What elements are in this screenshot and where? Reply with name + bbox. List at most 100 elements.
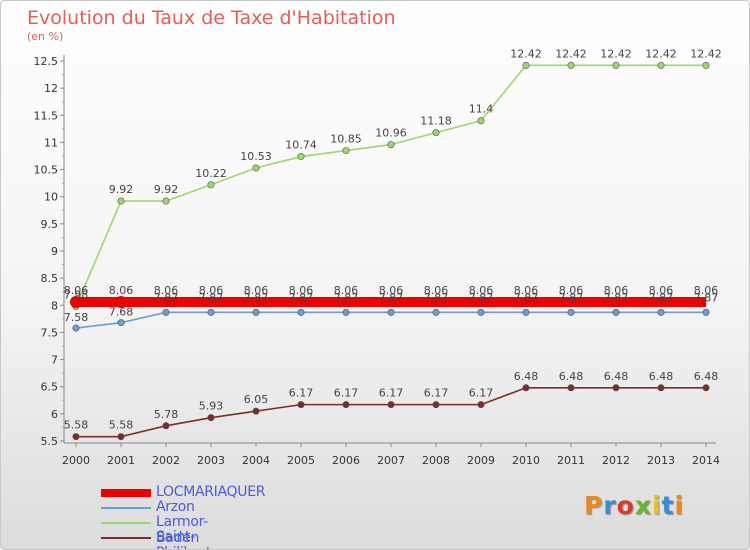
data-point [387, 401, 395, 409]
y-tick-label: 9.5 [41, 218, 59, 231]
data-point [115, 296, 127, 309]
data-label: 8.06 [64, 284, 89, 297]
data-label: 6.48 [559, 370, 584, 383]
data-label: 12.42 [555, 47, 587, 60]
y-tick-label: 6 [51, 408, 58, 421]
y-tick-label: 7 [51, 354, 58, 367]
logo-letter: o [616, 491, 635, 520]
y-tick-label: 11.5 [34, 109, 59, 122]
data-label: 5.58 [64, 419, 89, 432]
data-label: 8.06 [649, 284, 674, 297]
data-label: 6.17 [379, 387, 404, 400]
data-label: 6.48 [649, 370, 674, 383]
y-tick-label: 7.5 [41, 326, 59, 339]
legend-label: LOCMARIAQUER [156, 484, 266, 500]
data-point [162, 422, 170, 430]
data-label: 9.92 [109, 183, 134, 196]
legend-label: Saint-Philibert [156, 529, 211, 549]
data-point [207, 308, 215, 316]
legend-swatch [101, 507, 151, 509]
data-point [522, 61, 530, 69]
data-label: 7.87 [559, 291, 584, 304]
data-label: 6.48 [604, 370, 629, 383]
data-label: 7.87 [469, 291, 494, 304]
chart-title: Evolution du Taux de Taxe d'Habitation [27, 7, 396, 29]
data-label: 7.87 [514, 291, 539, 304]
data-label: 12.42 [600, 47, 632, 60]
x-tick-label: 2003 [197, 454, 225, 467]
legend-label: Larmor-Baden [156, 514, 208, 546]
data-label: 10.96 [375, 127, 407, 140]
data-label: 7.68 [109, 306, 134, 319]
x-tick-label: 2012 [602, 454, 630, 467]
data-label: 7.87 [424, 291, 449, 304]
data-point [117, 319, 125, 327]
data-point [72, 433, 80, 441]
y-tick-label: 6.5 [41, 381, 59, 394]
y-tick-label: 10 [44, 191, 58, 204]
data-label: 5.78 [154, 408, 179, 421]
data-point [522, 384, 530, 392]
x-tick-label: 2006 [332, 454, 360, 467]
data-point [70, 296, 82, 309]
x-tick-label: 2013 [647, 454, 675, 467]
y-tick-label: 12.5 [34, 55, 59, 68]
x-tick-label: 2007 [377, 454, 405, 467]
legend-label: Arzon [156, 499, 195, 515]
data-label: 9.92 [154, 183, 179, 196]
data-point [252, 308, 260, 316]
data-point [297, 401, 305, 409]
data-point [387, 141, 395, 149]
x-tick-label: 2011 [557, 454, 585, 467]
data-point [477, 401, 485, 409]
logo-letter: i [652, 491, 662, 520]
data-point [117, 197, 125, 205]
data-point [567, 384, 575, 392]
logo-letter: t [661, 491, 675, 520]
data-label: 7.98 [64, 288, 89, 301]
data-label: 10.53 [240, 150, 272, 163]
data-point [72, 324, 80, 332]
data-label: 8.06 [469, 284, 494, 297]
x-tick-label: 2001 [107, 454, 135, 467]
logo-letter: r [603, 491, 617, 520]
data-point [522, 308, 530, 316]
data-point [207, 181, 215, 189]
data-label: 11.18 [420, 115, 452, 128]
data-point [612, 384, 620, 392]
data-label: 8.06 [514, 284, 539, 297]
series-saint-philibert [72, 384, 710, 441]
data-point [657, 384, 665, 392]
data-label: 10.85 [330, 133, 362, 146]
x-tick-label: 2010 [512, 454, 540, 467]
data-point [207, 414, 215, 422]
data-label: 8.06 [289, 284, 314, 297]
data-point [702, 308, 710, 316]
data-point [342, 401, 350, 409]
y-tick-label: 5.5 [41, 435, 59, 448]
data-label: 6.48 [514, 370, 539, 383]
data-label: 8.06 [559, 284, 584, 297]
data-point [387, 308, 395, 316]
data-label: 12.42 [510, 47, 542, 60]
data-label: 8.06 [199, 284, 224, 297]
data-label: 11.4 [469, 103, 494, 116]
data-point [342, 147, 350, 155]
x-tick-label: 2002 [152, 454, 180, 467]
data-point [477, 308, 485, 316]
data-label: 8.06 [334, 284, 359, 297]
series-locmariaquer [70, 296, 706, 309]
data-label: 7.87 [604, 291, 629, 304]
data-label: 7.87 [694, 291, 719, 304]
data-point [702, 61, 710, 69]
data-label: 5.58 [109, 419, 134, 432]
logo-letter: P [584, 491, 604, 520]
data-point [612, 61, 620, 69]
data-point [567, 61, 575, 69]
data-point [252, 407, 260, 415]
data-point [702, 384, 710, 392]
legend-swatch [101, 489, 151, 497]
data-label: 8.06 [379, 284, 404, 297]
